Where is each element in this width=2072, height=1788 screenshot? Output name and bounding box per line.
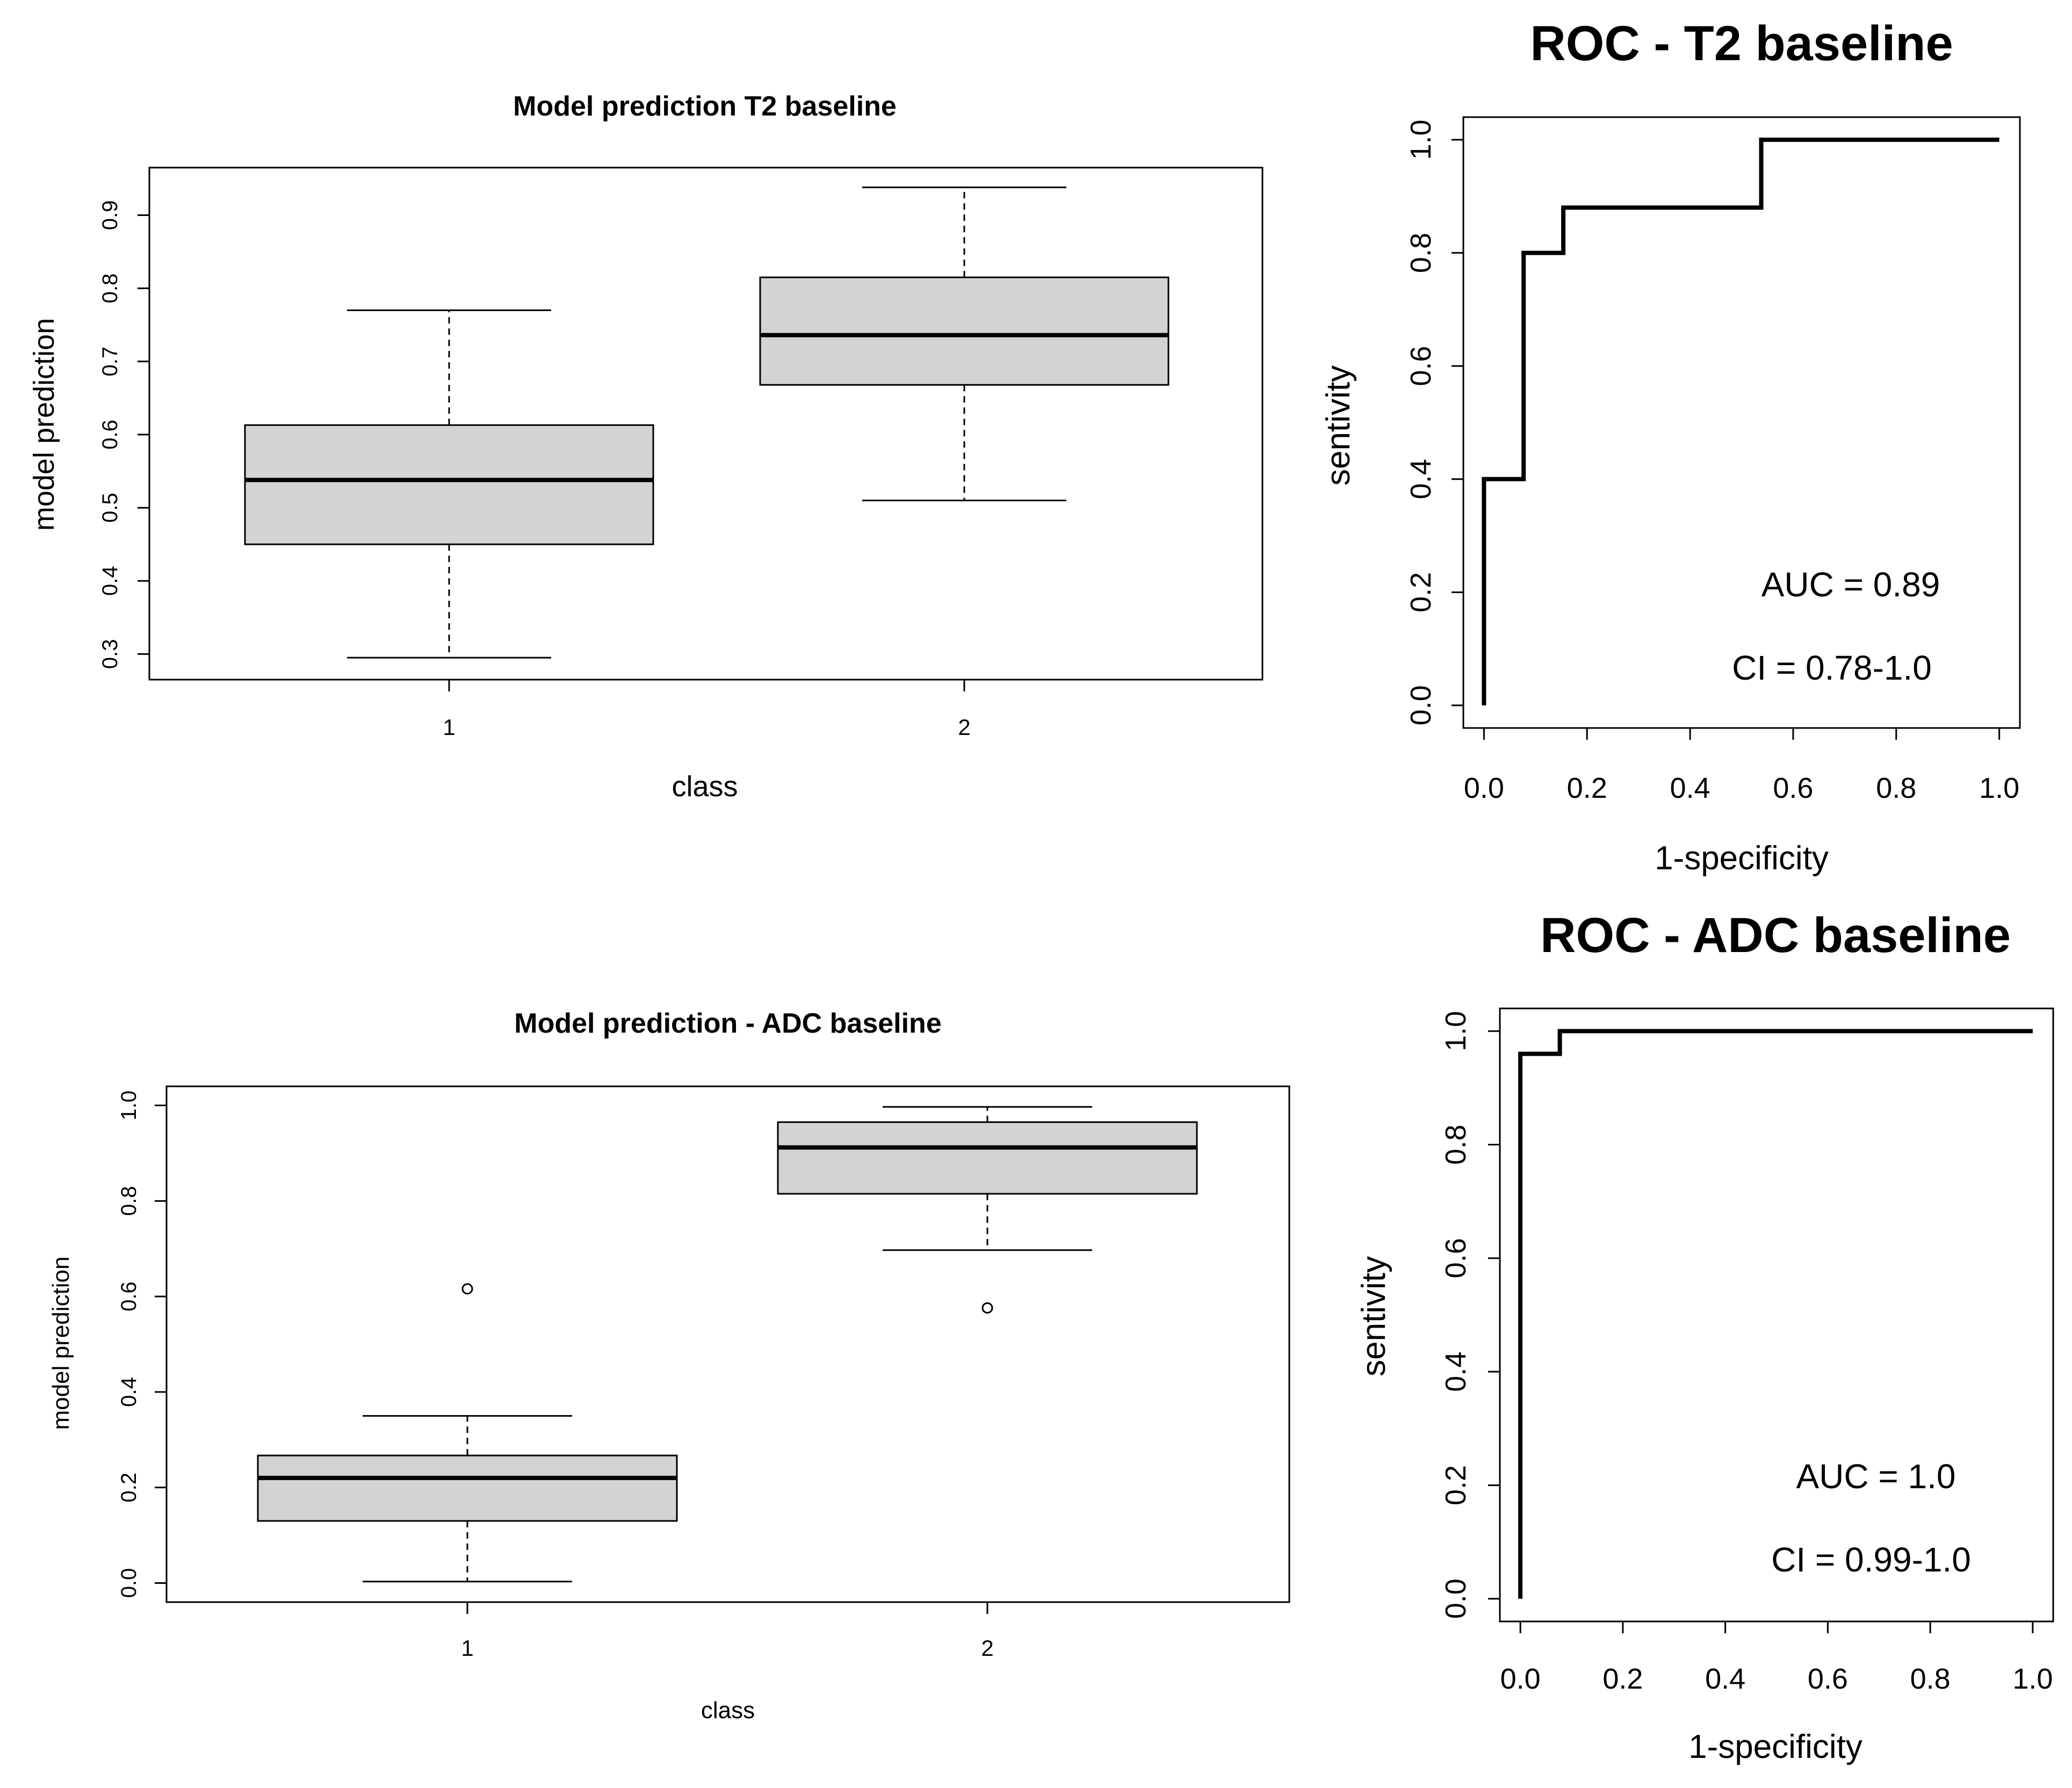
chart-title: ROC - T2 baseline (1530, 16, 1953, 71)
chart-title: ROC - ADC baseline (1540, 908, 2011, 963)
y-tick-label: 1.0 (1405, 120, 1437, 160)
x-tick-label: 0.8 (1876, 772, 1916, 804)
y-axis: 0.0 0.2 0.4 0.6 0.8 1.0 (1440, 1011, 1501, 1619)
y-tick-label: 0.8 (117, 1186, 141, 1216)
y-tick-label: 0.9 (98, 200, 122, 230)
y-tick-label: 0.4 (117, 1377, 141, 1407)
y-axis-label: model prediction (28, 318, 60, 531)
box-class-1 (244, 309, 654, 659)
y-axis: 0.0 0.2 0.4 0.6 0.8 1.0 (1405, 120, 1464, 725)
x-tick-label: 0.4 (1705, 1663, 1745, 1695)
y-tick-label: 0.2 (1440, 1465, 1472, 1505)
chart-title: Model prediction T2 baseline (513, 91, 897, 122)
auc-annotation: AUC = 1.0 (1796, 1457, 1955, 1496)
y-tick-label: 0.6 (1440, 1238, 1472, 1278)
outlier-point (461, 1283, 473, 1295)
x-tick-label: 0.6 (1808, 1663, 1848, 1695)
y-tick-label: 0.0 (117, 1568, 141, 1598)
y-tick-label: 0.4 (98, 566, 122, 596)
plot-frame (1499, 1007, 2054, 1623)
iqr-box (759, 276, 1169, 386)
y-tick-label: 0.5 (98, 493, 122, 523)
iqr-box (244, 424, 654, 545)
x-tick-label: 1 (443, 715, 455, 740)
x-tick-label: 0.2 (1602, 1663, 1643, 1695)
y-tick-label: 0.7 (98, 347, 122, 377)
x-axis-label: class (701, 1697, 755, 1724)
x-tick-label: 1.0 (1979, 772, 2019, 804)
chart-4: ROC - ADC baseline 1-specificity sentivity… (1355, 908, 2054, 1765)
x-axis-label: class (672, 770, 738, 803)
auc-annotation: AUC = 0.89 (1761, 565, 1940, 604)
y-tick-label: 0.2 (1405, 572, 1437, 612)
plot-frame (148, 167, 1264, 681)
y-tick-label: 0.0 (1440, 1578, 1472, 1619)
y-axis-label: model prediction (48, 1257, 74, 1430)
chart-2: ROC - T2 baseline 1-specificity sentivity 0… (1320, 16, 2021, 877)
x-tick-label: 0.4 (1670, 772, 1710, 804)
x-axis: 0.0 0.2 0.4 0.6 0.8 1.0 (1464, 727, 2019, 804)
y-tick-label: 0.6 (98, 420, 122, 450)
y-axis: 0.0 0.2 0.4 0.6 0.8 1.0 (117, 1091, 168, 1598)
iqr-box (257, 1454, 678, 1522)
x-tick-label: 0.2 (1567, 772, 1607, 804)
chart-1: Model prediction T2 baseline class model p… (28, 91, 1264, 803)
outlier-point (981, 1302, 993, 1314)
chart-title: Model prediction - ADC baseline (514, 1008, 942, 1039)
y-tick-label: 0.8 (1440, 1124, 1472, 1165)
y-tick-label: 0.3 (98, 639, 122, 669)
x-tick-label: 1.0 (2012, 1663, 2053, 1695)
y-tick-label: 0.0 (1405, 685, 1437, 725)
x-tick-label: 0.0 (1464, 772, 1504, 804)
box-class-2 (759, 186, 1169, 501)
y-axis: 0.3 0.4 0.5 0.6 0.7 0.8 0.9 (98, 200, 150, 669)
x-axis-label: 1-specificity (1655, 840, 1829, 877)
y-tick-label: 0.2 (117, 1473, 141, 1503)
y-axis-label: sentivity (1320, 365, 1357, 486)
x-tick-label: 0.8 (1910, 1663, 1951, 1695)
chart-3: Model prediction - ADC baseline class mode… (48, 1008, 1290, 1724)
y-tick-label: 0.6 (117, 1281, 141, 1311)
x-axis: 0.0 0.2 0.4 0.6 0.8 1.0 (1500, 1620, 2053, 1695)
roc-curve (1482, 138, 1999, 705)
y-axis-label: sentivity (1355, 1256, 1392, 1376)
y-tick-label: 1.0 (117, 1091, 141, 1121)
y-tick-label: 0.8 (1405, 233, 1437, 273)
y-tick-label: 0.6 (1405, 346, 1437, 386)
ci-annotation: CI = 0.78-1.0 (1732, 648, 1932, 687)
x-tick-label: 0.0 (1500, 1663, 1541, 1695)
y-tick-label: 1.0 (1440, 1011, 1472, 1051)
iqr-box (777, 1121, 1198, 1195)
x-tick-label: 0.6 (1773, 772, 1813, 804)
box-class-2 (777, 1106, 1198, 1314)
box-class-1 (257, 1283, 678, 1583)
x-tick-label: 1 (461, 1635, 473, 1661)
y-tick-label: 0.4 (1405, 459, 1437, 499)
y-tick-label: 0.4 (1440, 1352, 1472, 1392)
x-axis-label: 1-specificity (1688, 1728, 1862, 1765)
roc-curve (1518, 1029, 2033, 1599)
x-tick-label: 2 (981, 1635, 993, 1661)
x-tick-label: 2 (958, 715, 970, 740)
y-tick-label: 0.8 (98, 273, 122, 304)
ci-annotation: CI = 0.99-1.0 (1771, 1540, 1971, 1579)
